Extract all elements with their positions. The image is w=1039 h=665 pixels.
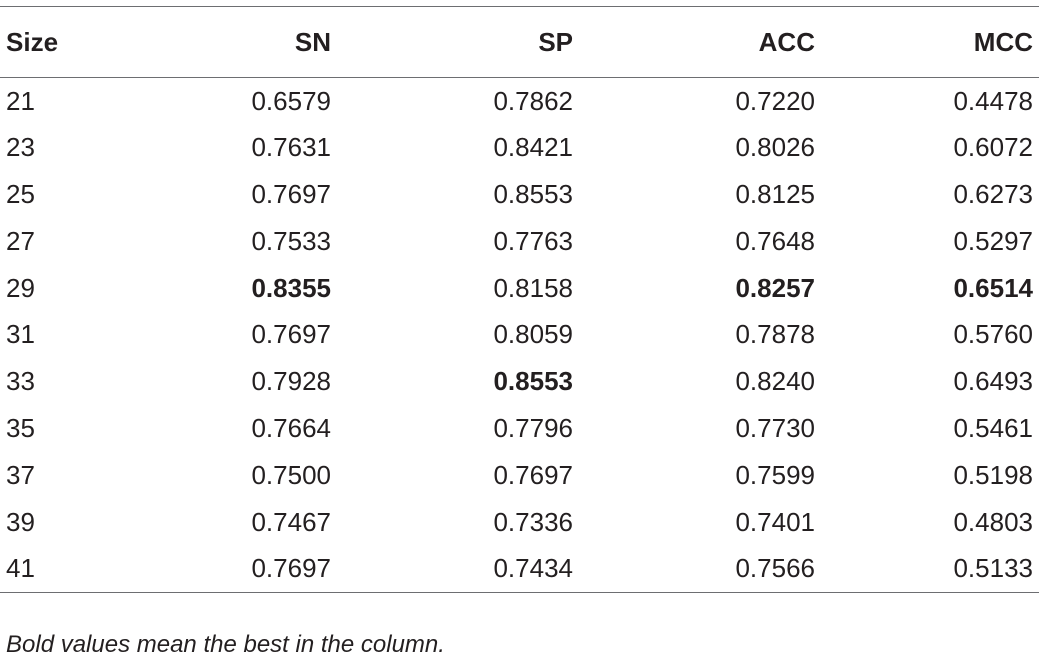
table-row: 31 0.7697 0.8059 0.7878 0.5760 <box>0 311 1039 358</box>
table-row: 27 0.7533 0.7763 0.7648 0.5297 <box>0 218 1039 265</box>
table-row: 41 0.7697 0.7434 0.7566 0.5133 <box>0 545 1039 593</box>
cell-mcc: 0.4803 <box>953 506 1033 537</box>
cell-size: 31 <box>6 319 35 350</box>
cell-acc: 0.8240 <box>735 366 815 397</box>
table-row: 21 0.6579 0.7862 0.7220 0.4478 <box>0 78 1039 125</box>
cell-sn: 0.7697 <box>251 178 331 209</box>
cell-sn: 0.7697 <box>251 553 331 584</box>
cell-acc: 0.7401 <box>735 506 815 537</box>
cell-size: 27 <box>6 225 35 256</box>
column-header-sn: SN <box>294 26 331 57</box>
cell-sp: 0.8158 <box>493 272 573 303</box>
cell-acc: 0.7566 <box>735 553 815 584</box>
cell-sp: 0.8059 <box>493 319 573 350</box>
cell-mcc: 0.4478 <box>953 85 1033 116</box>
cell-mcc: 0.5461 <box>953 412 1033 443</box>
cell-sn: 0.7631 <box>251 132 331 163</box>
cell-mcc: 0.5198 <box>953 459 1033 490</box>
cell-sp: 0.8553 <box>493 366 573 397</box>
cell-sp: 0.7697 <box>493 459 573 490</box>
cell-sn: 0.7697 <box>251 319 331 350</box>
column-header-size: Size <box>6 26 59 57</box>
cell-sp: 0.7796 <box>493 412 573 443</box>
cell-acc: 0.8257 <box>735 272 815 303</box>
cell-size: 39 <box>6 506 35 537</box>
cell-mcc: 0.6514 <box>953 272 1033 303</box>
header-row: Size SN SP ACC MCC <box>0 6 1039 78</box>
table-header: Size SN SP ACC MCC <box>0 6 1039 78</box>
table-row: 23 0.7631 0.8421 0.8026 0.6072 <box>0 124 1039 171</box>
cell-mcc: 0.5297 <box>953 225 1033 256</box>
cell-sp: 0.8421 <box>493 132 573 163</box>
cell-sp: 0.7434 <box>493 553 573 584</box>
cell-size: 29 <box>6 272 35 303</box>
cell-sn: 0.7928 <box>251 366 331 397</box>
cell-acc: 0.8125 <box>735 178 815 209</box>
table-row: 35 0.7664 0.7796 0.7730 0.5461 <box>0 405 1039 452</box>
column-header-mcc: MCC <box>973 26 1033 57</box>
cell-size: 35 <box>6 412 35 443</box>
cell-acc: 0.7599 <box>735 459 815 490</box>
cell-sp: 0.7763 <box>493 225 573 256</box>
cell-mcc: 0.6072 <box>953 132 1033 163</box>
table-row: 39 0.7467 0.7336 0.7401 0.4803 <box>0 499 1039 546</box>
cell-size: 33 <box>6 366 35 397</box>
cell-sp: 0.7862 <box>493 85 573 116</box>
cell-sn: 0.6579 <box>251 85 331 116</box>
table-row: 37 0.7500 0.7697 0.7599 0.5198 <box>0 452 1039 499</box>
table-row: 29 0.8355 0.8158 0.8257 0.6514 <box>0 265 1039 312</box>
table-row: 25 0.7697 0.8553 0.8125 0.6273 <box>0 171 1039 218</box>
cell-acc: 0.7648 <box>735 225 815 256</box>
cell-mcc: 0.5760 <box>953 319 1033 350</box>
cell-size: 21 <box>6 85 35 116</box>
cell-sn: 0.8355 <box>251 272 331 303</box>
cell-size: 23 <box>6 132 35 163</box>
results-table: Size SN SP ACC MCC 21 0.6579 0.7862 0.7220 0… <box>0 6 1039 593</box>
cell-sn: 0.7664 <box>251 412 331 443</box>
cell-size: 25 <box>6 178 35 209</box>
cell-mcc: 0.6493 <box>953 366 1033 397</box>
table-footnote: Bold values mean the best in the column. <box>6 631 445 658</box>
cell-sn: 0.7467 <box>251 506 331 537</box>
table-row: 33 0.7928 0.8553 0.8240 0.6493 <box>0 358 1039 405</box>
cell-acc: 0.7730 <box>735 412 815 443</box>
cell-acc: 0.8026 <box>735 132 815 163</box>
cell-mcc: 0.6273 <box>953 178 1033 209</box>
cell-size: 41 <box>6 553 35 584</box>
column-header-acc: ACC <box>758 26 815 57</box>
cell-sn: 0.7533 <box>251 225 331 256</box>
cell-size: 37 <box>6 459 35 490</box>
cell-acc: 0.7220 <box>735 85 815 116</box>
cell-sp: 0.8553 <box>493 178 573 209</box>
cell-sn: 0.7500 <box>251 459 331 490</box>
cell-sp: 0.7336 <box>493 506 573 537</box>
cell-mcc: 0.5133 <box>953 553 1033 584</box>
cell-acc: 0.7878 <box>735 319 815 350</box>
table-body: 21 0.6579 0.7862 0.7220 0.4478 23 0.7631 0.8421… <box>0 78 1039 593</box>
column-header-sp: SP <box>538 26 573 57</box>
